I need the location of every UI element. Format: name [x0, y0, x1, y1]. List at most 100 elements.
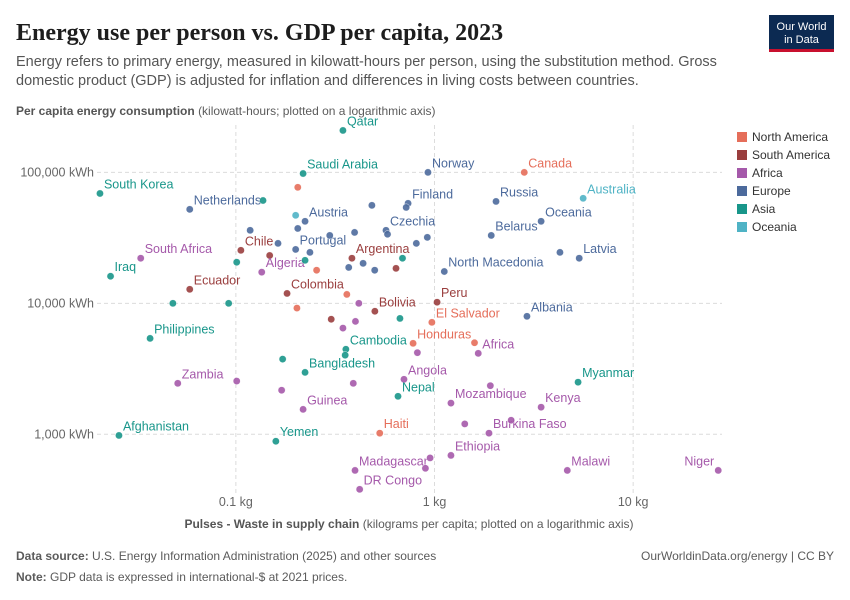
x-axis-label-note: (kilograms per capita; plotted on a loga… [363, 517, 634, 531]
point-label: Burkina Faso [493, 417, 567, 431]
point-label: Angola [408, 363, 447, 377]
point-label: Colombia [291, 277, 344, 291]
point [291, 211, 300, 220]
note: Note: GDP data is expressed in internati… [16, 570, 347, 584]
point [293, 183, 302, 192]
point [368, 201, 376, 210]
point-label: Malawi [571, 454, 610, 468]
legend-label: North America [752, 130, 828, 144]
source-label: Data source: [16, 549, 89, 563]
point-label: DR Congo [364, 473, 422, 487]
point-label: Iraq [115, 260, 137, 274]
point [402, 203, 410, 212]
point [447, 399, 455, 407]
point [413, 348, 422, 357]
point [259, 196, 267, 205]
subtitle: domestic product (GDP) is adjusted for i… [16, 73, 639, 89]
point [232, 258, 241, 267]
point [343, 290, 351, 299]
point [412, 239, 421, 248]
point [299, 169, 307, 178]
point [392, 264, 400, 273]
point-label: Africa [482, 337, 514, 351]
point [424, 168, 432, 177]
point [185, 205, 194, 214]
point [556, 248, 564, 257]
y-tick-label: 10,000 kWh [27, 296, 94, 310]
point [136, 254, 145, 263]
point-label: Bolivia [379, 295, 416, 309]
point [224, 299, 233, 308]
point-label: Argentina [356, 242, 410, 256]
legend-label: South America [752, 148, 830, 162]
point [371, 307, 379, 316]
credit[interactable]: OurWorldinData.org/energy | CC BY [641, 549, 834, 563]
point [265, 251, 274, 260]
legend-label: Asia [752, 202, 776, 216]
point [574, 378, 582, 386]
point [344, 263, 353, 272]
point [400, 375, 408, 384]
point [146, 334, 154, 343]
point [487, 231, 496, 240]
point [351, 466, 359, 475]
point [96, 189, 104, 198]
point [579, 194, 587, 203]
point-label: North Macedonia [448, 256, 543, 270]
point [351, 317, 360, 326]
point-label: Canada [528, 156, 572, 170]
legend-label: Europe [752, 184, 791, 198]
point [293, 304, 301, 312]
y-axis-label-main: Per capita energy consumption [16, 104, 195, 118]
point [460, 420, 469, 428]
point [563, 466, 572, 475]
point [355, 299, 363, 308]
point-label: Niger [684, 454, 714, 468]
point-label: Afghanistan [123, 419, 189, 433]
point [492, 197, 500, 206]
point [433, 298, 441, 307]
legend-swatch [737, 186, 747, 196]
point [272, 437, 280, 446]
point [486, 381, 495, 390]
point [301, 256, 309, 265]
point [312, 266, 321, 275]
point [293, 224, 302, 233]
point [299, 405, 307, 414]
point [106, 272, 115, 281]
point [348, 254, 356, 263]
logo-text: Our World [777, 21, 827, 33]
point [383, 230, 392, 239]
point-label: Australia [587, 182, 636, 196]
x-tick-label: 10 kg [618, 495, 649, 509]
x-axis-label: Pulses - Waste in supply chain (kilogram… [184, 517, 633, 531]
point-label: South Korea [104, 177, 174, 191]
point-label: Czechia [390, 214, 435, 228]
point [428, 318, 436, 327]
point [325, 231, 334, 240]
y-axis-label-note: (kilowatt-hours; plotted on a logarithmi… [198, 104, 435, 118]
point [278, 355, 287, 363]
point-label: Ecuador [194, 273, 241, 287]
point [447, 451, 455, 460]
y-axis-label: Per capita energy consumption (kilowatt-… [16, 104, 436, 118]
point [355, 485, 364, 494]
point [470, 338, 479, 347]
point [440, 267, 449, 276]
point-label: South Africa [145, 242, 212, 256]
point-label: Chile [245, 234, 274, 248]
point [359, 259, 367, 268]
point [350, 228, 359, 237]
point [277, 386, 286, 395]
point-label: Netherlands [194, 193, 261, 207]
x-tick-label: 0.1 kg [219, 495, 253, 509]
x-axis-label-main: Pulses - Waste in supply chain [184, 517, 359, 531]
logo[interactable] [769, 15, 834, 52]
point [306, 248, 314, 257]
point [375, 429, 384, 437]
point-label: Myanmar [582, 366, 634, 380]
point [507, 416, 515, 425]
point [246, 226, 254, 235]
point-label: Madagascar [359, 454, 428, 468]
point [396, 314, 404, 323]
